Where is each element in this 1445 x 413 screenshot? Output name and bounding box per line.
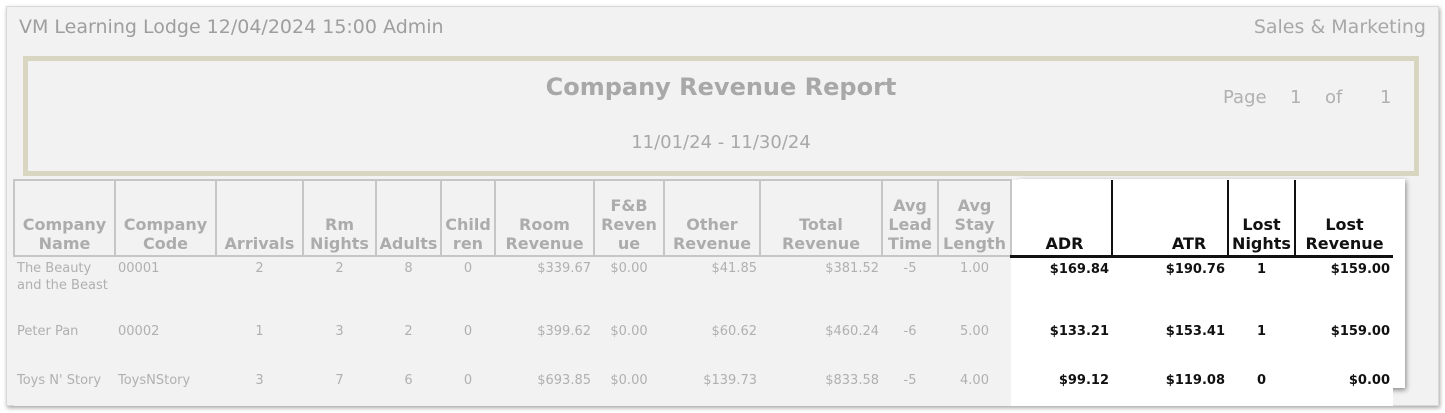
column-header: ATR <box>1111 180 1228 258</box>
report-banner: Company Revenue Report 11/01/24 - 11/30/… <box>23 56 1419 176</box>
room-revenue-cell: $693.85 <box>495 361 594 406</box>
rm-nights-cell: 2 <box>303 256 376 312</box>
column-header: Lost Nights <box>1227 180 1295 258</box>
column-header: ADR <box>1011 180 1112 258</box>
company-code-cell: 00001 <box>115 256 216 312</box>
children-cell: 0 <box>441 361 495 406</box>
lost-revenue-cell: $159.00 <box>1295 311 1393 362</box>
adr-cell: $99.12 <box>1011 361 1112 406</box>
table-row: The Beauty and the Beast 00001 2 2 8 0 $… <box>14 256 1393 312</box>
fb-revenue-cell: $0.00 <box>594 256 664 312</box>
lost-revenue-cell: $0.00 <box>1295 361 1393 406</box>
room-revenue-cell: $399.62 <box>495 311 594 362</box>
column-header: F&B Reven ue <box>593 179 665 257</box>
column-header: Child ren <box>440 179 496 257</box>
adr-cell: $133.21 <box>1011 311 1112 362</box>
column-header: Avg Stay Length <box>937 179 1012 257</box>
table-row: Toys N' Story ToysNStory 3 7 6 0 $693.85… <box>14 361 1393 406</box>
adults-cell: 2 <box>376 311 441 362</box>
report-title: Company Revenue Report <box>545 73 897 101</box>
room-revenue-cell: $339.67 <box>495 256 594 312</box>
atr-cell: $119.08 <box>1112 361 1228 406</box>
column-header: Arrivals <box>215 179 304 257</box>
rm-nights-cell: 7 <box>303 361 376 406</box>
lost-revenue-cell: $159.00 <box>1295 256 1393 312</box>
company-name-cell: Peter Pan <box>14 311 115 362</box>
column-header: Company Name <box>13 179 116 257</box>
column-header: Rm Nights <box>302 179 377 257</box>
fb-revenue-cell: $0.00 <box>594 311 664 362</box>
report-date-range: 11/01/24 - 11/30/24 <box>631 132 811 153</box>
fb-revenue-cell: $0.00 <box>594 361 664 406</box>
column-header: Other Revenue <box>663 179 761 257</box>
page-number: 1 <box>1290 87 1302 108</box>
avg-lead-time-cell: -5 <box>882 256 938 312</box>
column-header: Avg Lead Time <box>881 179 939 257</box>
company-name-cell: The Beauty and the Beast <box>14 256 115 312</box>
lost-nights-cell: 0 <box>1228 361 1295 406</box>
lost-nights-cell: 1 <box>1228 311 1295 362</box>
report-header-info: VM Learning Lodge 12/04/2024 15:00 Admin <box>19 16 444 38</box>
other-revenue-cell: $60.62 <box>664 311 760 362</box>
arrivals-cell: 1 <box>216 311 303 362</box>
column-header: Room Revenue <box>494 179 595 257</box>
arrivals-cell: 2 <box>216 256 303 312</box>
children-cell: 0 <box>441 311 495 362</box>
rm-nights-cell: 3 <box>303 311 376 362</box>
page-label: Page <box>1223 87 1267 108</box>
avg-stay-length-cell: 5.00 <box>938 311 1011 362</box>
avg-lead-time-cell: -5 <box>882 361 938 406</box>
lost-nights-cell: 1 <box>1228 256 1295 312</box>
column-header: Total Revenue <box>759 179 883 257</box>
total-revenue-cell: $460.24 <box>760 311 882 362</box>
total-revenue-cell: $381.52 <box>760 256 882 312</box>
children-cell: 0 <box>441 256 495 312</box>
page-total: 1 <box>1380 87 1392 108</box>
avg-stay-length-cell: 1.00 <box>938 256 1011 312</box>
avg-stay-length-cell: 4.00 <box>938 361 1011 406</box>
other-revenue-cell: $41.85 <box>664 256 760 312</box>
atr-cell: $153.41 <box>1112 311 1228 362</box>
atr-cell: $190.76 <box>1112 256 1228 312</box>
company-name-cell: Toys N' Story <box>14 361 115 406</box>
report-department: Sales & Marketing <box>1253 16 1426 38</box>
total-revenue-cell: $833.58 <box>760 361 882 406</box>
avg-lead-time-cell: -6 <box>882 311 938 362</box>
column-header: Adults <box>375 179 442 257</box>
arrivals-cell: 3 <box>216 361 303 406</box>
company-code-cell: 00002 <box>115 311 216 362</box>
column-header: Company Code <box>114 179 217 257</box>
adr-cell: $169.84 <box>1011 256 1112 312</box>
column-header: Lost Revenue <box>1294 180 1393 258</box>
page-of-label: of <box>1325 87 1343 108</box>
table-header-row: Company Name Company Code Arrivals Rm Ni… <box>13 179 1393 258</box>
adults-cell: 8 <box>376 256 441 312</box>
company-revenue-table: Company Name Company Code Arrivals Rm Ni… <box>13 179 1393 406</box>
company-code-cell: ToysNStory <box>115 361 216 406</box>
adults-cell: 6 <box>376 361 441 406</box>
other-revenue-cell: $139.73 <box>664 361 760 406</box>
table-row: Peter Pan 00002 1 3 2 0 $399.62 $0.00 $6… <box>14 311 1393 362</box>
